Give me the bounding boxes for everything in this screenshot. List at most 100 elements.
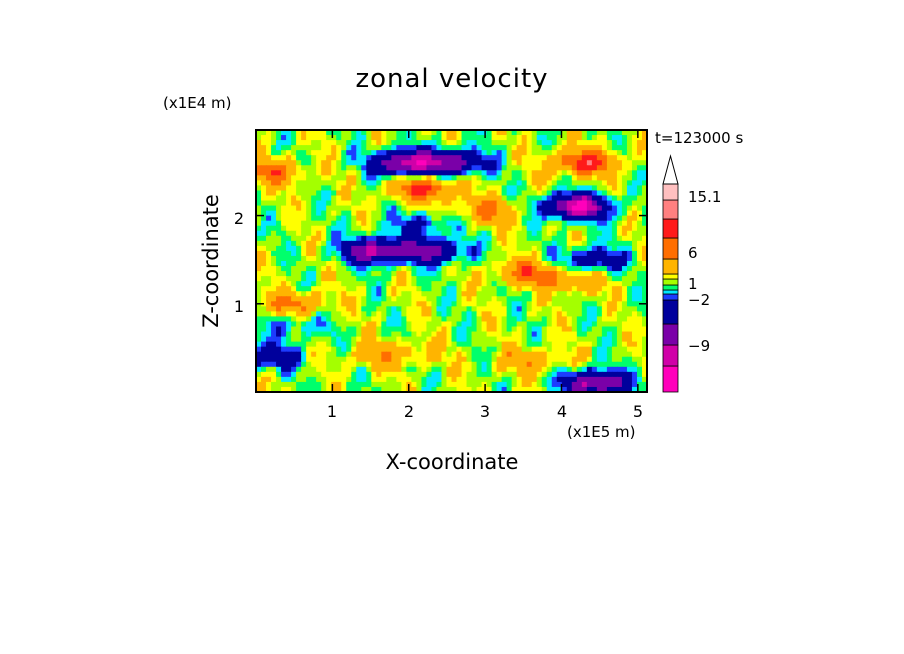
field-cell [401,205,407,212]
field-cell [531,200,538,207]
field-cell [616,321,623,328]
field-cell [366,366,372,373]
field-cell [511,250,518,257]
field-cell [456,130,463,136]
field-cell [316,195,322,202]
field-cell [446,230,453,237]
field-cell [496,326,503,333]
field-cell [571,220,578,227]
field-cell [431,205,438,212]
field-cell [471,185,478,192]
field-cell [461,240,468,247]
field-cell [286,311,292,318]
field-cell [426,331,433,338]
field-cell [351,286,357,292]
field-cell [606,195,613,202]
field-cell [566,331,573,338]
field-cell [391,255,397,262]
field-cell [606,386,613,393]
field-cell [456,316,463,323]
field-cell [581,235,588,242]
field-cell [396,220,402,227]
field-cell [566,240,573,247]
field-cell [371,366,377,373]
field-cell [446,341,453,348]
field-cell [331,195,337,202]
field-cell [336,361,342,368]
field-cell [326,336,332,343]
field-cell [591,321,598,328]
field-cell [571,291,578,297]
field-cell [596,165,603,171]
field-cell [451,296,458,302]
x-unit-label: (x1E5 m) [567,423,636,441]
field-cell [361,150,367,156]
field-cell [426,276,433,282]
field-cell [636,220,643,227]
field-cell [621,205,628,212]
field-cell [471,326,478,333]
field-cell [466,190,473,197]
field-cell [516,210,523,217]
field-cell [416,261,423,267]
field-cell [561,210,568,217]
field-cell [261,175,267,181]
field-cell [501,286,508,292]
field-cell [556,175,563,181]
field-cell [366,250,372,257]
field-cell [561,321,568,328]
field-cell [421,250,428,257]
field-cell [561,316,568,323]
field-cell [381,376,387,383]
field-cell [606,376,613,383]
field-cell [501,135,508,141]
field-cell [356,175,362,181]
field-cell [431,135,438,141]
field-cell [266,291,272,297]
field-cell [626,160,633,166]
field-cell [461,140,468,146]
field-cell [586,331,593,338]
field-cell [296,175,302,181]
field-cell [466,205,473,212]
field-cell [626,245,633,252]
field-cell [256,266,262,272]
field-cell [481,190,488,197]
field-cell [481,346,488,353]
field-cell [541,376,548,383]
field-cell [431,245,438,252]
field-cell [451,331,458,338]
field-cell [316,356,322,363]
field-cell [366,175,372,181]
field-cell [351,336,357,343]
field-cell [621,175,628,181]
field-cell [556,311,563,318]
field-cell [571,205,578,212]
field-cell [596,351,603,358]
field-cell [581,250,588,257]
field-cell [496,230,503,237]
field-cell [561,366,568,373]
field-cell [271,180,277,187]
field-cell [556,371,563,378]
field-cell [591,301,598,307]
field-cell [326,296,332,302]
field-cell [321,341,327,348]
colorbar: 15.1 6 1 −2 −9 [662,154,721,393]
field-cell [346,311,352,318]
field-cell [541,255,548,262]
field-cell [341,331,347,338]
field-cell [586,361,593,368]
field-cell [501,301,508,307]
field-cell [491,185,498,192]
field-cell [296,170,302,176]
field-cell [271,170,277,176]
field-cell [361,306,367,312]
field-cell [516,215,523,222]
field-cell [346,200,352,207]
field-cell [576,386,583,393]
field-cell [446,195,453,202]
field-cell [476,210,483,217]
field-cell [511,220,518,227]
field-cell [561,326,568,333]
